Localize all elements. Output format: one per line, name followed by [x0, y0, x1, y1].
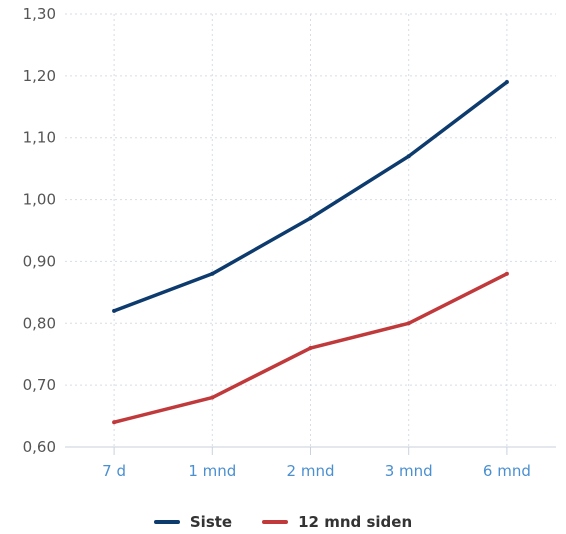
legend-label-siste: Siste	[189, 513, 233, 531]
data-point[interactable]	[210, 395, 215, 400]
legend: Siste 12 mnd siden	[0, 512, 566, 532]
series-layer	[112, 80, 509, 425]
grid-layer	[65, 13, 556, 447]
x-tick-label: 7 d	[102, 462, 126, 480]
legend-item-12-mnd-siden[interactable]: 12 mnd siden	[262, 513, 412, 531]
data-point[interactable]	[406, 321, 411, 326]
x-tick-label: 3 mnd	[385, 462, 433, 480]
y-tick-label: 1,00	[23, 191, 56, 209]
x-tick-label: 6 mnd	[483, 462, 531, 480]
data-point[interactable]	[504, 80, 509, 85]
data-point[interactable]	[308, 346, 313, 351]
data-point[interactable]	[112, 420, 117, 425]
x-tick-label: 2 mnd	[287, 462, 335, 480]
y-tick-label: 0,60	[23, 438, 56, 456]
y-tick-label: 0,80	[23, 314, 56, 332]
x-tick-label: 1 mnd	[188, 462, 236, 480]
legend-label-12-mnd-siden: 12 mnd siden	[298, 513, 413, 531]
data-point[interactable]	[112, 308, 117, 313]
legend-swatch-siste	[153, 520, 180, 524]
y-tick-label: 1,30	[23, 5, 56, 23]
y-tick-label: 0,90	[23, 252, 56, 270]
data-point[interactable]	[308, 216, 313, 221]
data-point[interactable]	[406, 154, 411, 159]
data-point[interactable]	[210, 271, 215, 276]
y-tick-label: 1,10	[23, 129, 56, 147]
series-line-siste[interactable]	[112, 80, 509, 313]
data-point[interactable]	[504, 271, 509, 276]
legend-item-siste[interactable]: Siste	[153, 513, 233, 531]
axis-layer: 0,60 0,70 0,80 0,90 1,00 1,10 1,20 1,30 7 d 1 mnd…	[23, 5, 556, 480]
y-tick-label: 0,70	[23, 376, 56, 394]
y-tick-label: 1,20	[23, 67, 56, 85]
legend-swatch-12-mnd-siden	[262, 520, 289, 524]
